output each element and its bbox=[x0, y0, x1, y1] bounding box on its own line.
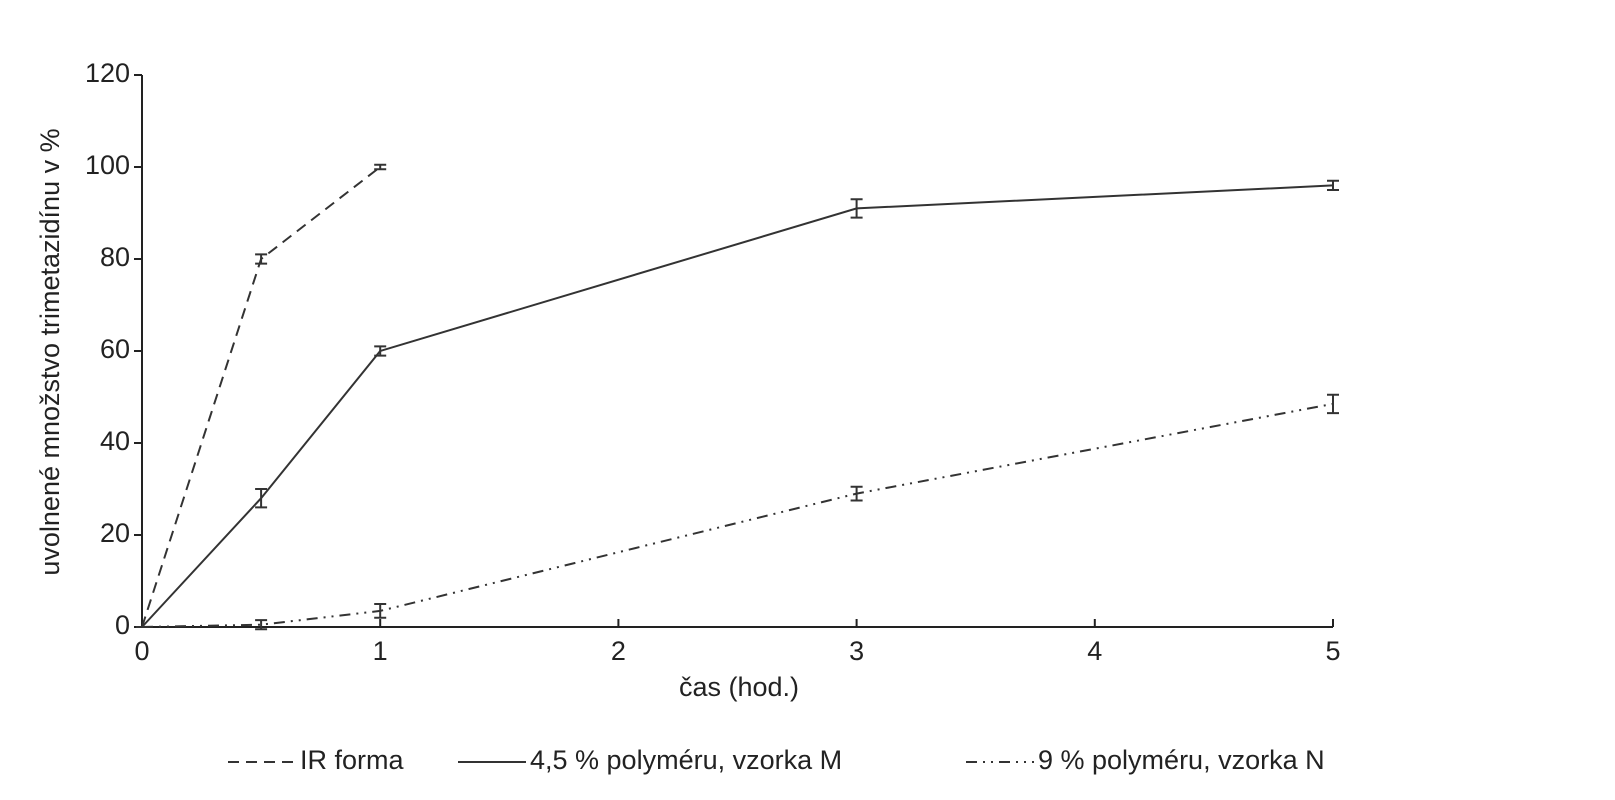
y-tick-label: 120 bbox=[85, 58, 130, 88]
x-tick-label: 4 bbox=[1087, 636, 1102, 666]
legend-label: 9 % polyméru, vzorka N bbox=[1038, 745, 1325, 775]
x-tick-label: 5 bbox=[1325, 636, 1340, 666]
error-bar bbox=[374, 345, 387, 357]
y-tick-label: 80 bbox=[100, 242, 130, 272]
error-bar bbox=[1327, 179, 1339, 191]
legend-label: 4,5 % polyméru, vzorka M bbox=[530, 745, 842, 775]
x-tick-label: 2 bbox=[611, 636, 626, 666]
error-bar bbox=[1327, 393, 1339, 415]
error-bar bbox=[255, 253, 268, 265]
x-axis-label: čas (hod.) bbox=[679, 672, 799, 702]
y-tick-label: 0 bbox=[115, 610, 130, 640]
error-bar bbox=[850, 485, 863, 502]
y-tick-label: 20 bbox=[100, 518, 130, 548]
y-axis-label: uvolnené množstvo trimetazidínu v % bbox=[35, 128, 65, 575]
legend-label: IR forma bbox=[300, 745, 405, 775]
error-bar bbox=[850, 198, 863, 219]
x-tick-label: 1 bbox=[373, 636, 388, 666]
y-tick-label: 40 bbox=[100, 426, 130, 456]
error-bar bbox=[374, 163, 387, 171]
series-line bbox=[141, 402, 1334, 628]
series-line bbox=[141, 166, 381, 628]
y-tick-label: 100 bbox=[85, 150, 130, 180]
x-tick-label: 0 bbox=[134, 636, 149, 666]
error-bar bbox=[374, 603, 387, 619]
error-bar bbox=[255, 619, 268, 631]
x-tick-label: 3 bbox=[849, 636, 864, 666]
series-line bbox=[141, 184, 1334, 628]
error-bar bbox=[255, 488, 268, 509]
y-tick-label: 60 bbox=[100, 334, 130, 364]
